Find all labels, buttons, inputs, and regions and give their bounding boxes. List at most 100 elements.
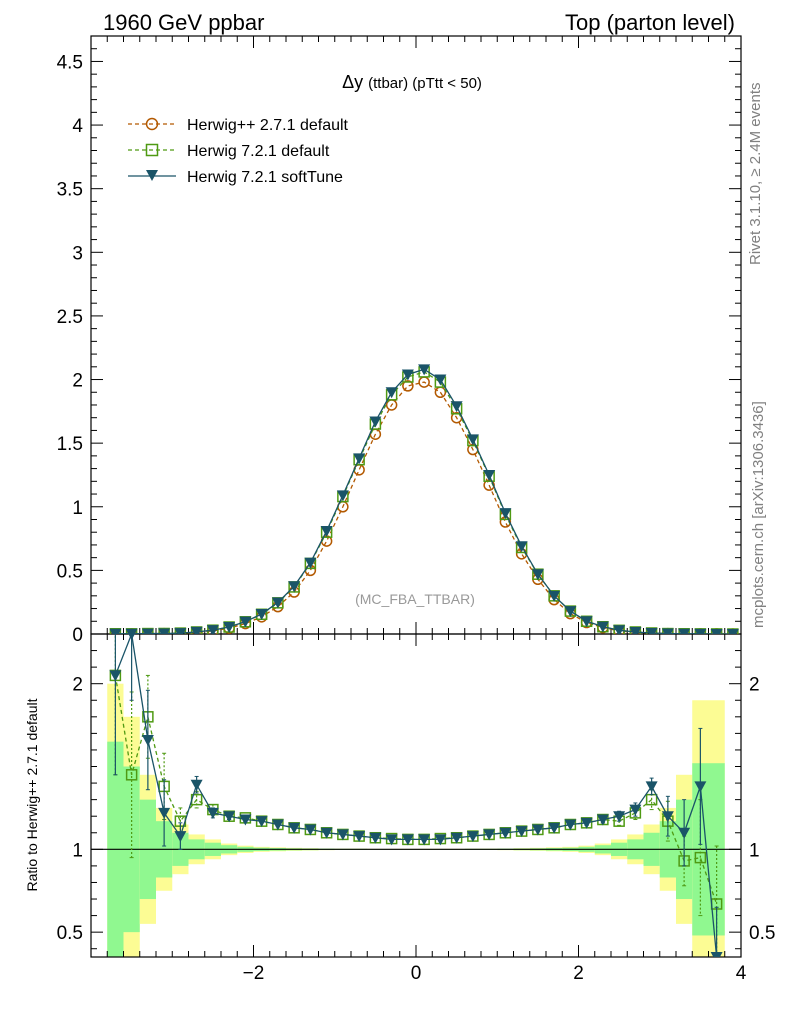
main-point-softtune <box>206 625 219 634</box>
ratio-point-softtune <box>564 819 577 831</box>
ratio-point-softtune <box>353 831 366 843</box>
main-point-softtune <box>271 597 284 609</box>
main-point-softtune <box>223 622 236 634</box>
main-ytick-label: 3 <box>72 243 83 264</box>
main-point-softtune <box>369 416 382 428</box>
ratio-point-softtune <box>320 827 333 839</box>
ratio-point-softtune <box>158 807 171 819</box>
plot-title-rest: (ttbar) (pTtt < 50) <box>368 75 482 92</box>
main-point-softtune <box>531 569 544 581</box>
ratio-point-softtune <box>499 827 512 839</box>
main-point-softtune <box>726 629 739 634</box>
ratio-point-softtune <box>678 827 691 839</box>
main-point-softtune <box>613 625 626 634</box>
ratio-xtick-label: 0 <box>411 963 422 984</box>
ratio-ylabel: Ratio to Herwig++ 2.7.1 default <box>24 698 40 891</box>
ratio-point-softtune <box>434 834 447 846</box>
main-point-softtune <box>239 616 252 628</box>
legend-marker-herwigpp <box>145 117 159 131</box>
legend-entry-herwig721: Herwig 7.2.1 default <box>128 143 330 160</box>
main-point-softtune <box>385 387 398 399</box>
plot-title: Δy (ttbar) (pTtt < 50) <box>342 72 482 92</box>
ratio-xtick-label: 4 <box>736 963 747 984</box>
main-ytick-label: 1.5 <box>57 434 83 455</box>
ratio-point-softtune <box>141 735 154 747</box>
main-line-herwigpp <box>115 381 733 634</box>
ratio-point-softtune <box>190 779 203 791</box>
main-point-softtune <box>499 508 512 520</box>
plot-title-symbol: Δy <box>342 72 363 92</box>
ratio-point-softtune <box>128 634 135 640</box>
ratio-xtick-label: 2 <box>573 963 584 984</box>
ratio-point-softtune <box>629 804 642 816</box>
main-ytick-label: 3.5 <box>57 180 83 201</box>
ratio-point-softtune <box>401 834 414 846</box>
ratio-point-softtune <box>645 781 658 793</box>
ratio-point-herwig721 <box>694 851 707 864</box>
main-point-softtune <box>694 628 707 634</box>
ratio-point-softtune <box>613 811 626 823</box>
main-point-softtune <box>596 621 609 633</box>
legend-marker-softtune <box>146 170 158 181</box>
main-point-softtune <box>304 557 317 569</box>
main-point-softtune <box>401 369 414 381</box>
main-point-softtune <box>678 628 691 634</box>
mcplots-info: mcplots.cern.ch [arXiv:1306.3436] <box>750 401 767 628</box>
main-point-softtune <box>580 616 593 628</box>
ratio-ytick-label-right: 0.5 <box>749 923 775 944</box>
main-point-softtune <box>645 627 658 634</box>
main-point-herwigpp <box>402 380 414 392</box>
ratio-point-softtune <box>174 831 187 843</box>
main-point-softtune <box>710 629 723 634</box>
ratio-point-softtune <box>710 952 723 957</box>
legend-label-herwig721: Herwig 7.2.1 default <box>187 143 330 160</box>
main-point-softtune <box>125 628 138 634</box>
main-point-softtune <box>141 628 154 634</box>
main-point-softtune <box>450 401 463 413</box>
main-ytick-label: 2 <box>72 371 83 392</box>
ratio-point-softtune <box>450 832 463 844</box>
rivet-info: Rivet 3.1.10, ≥ 2.4M events <box>747 83 764 266</box>
main-point-softtune <box>434 374 447 386</box>
ratio-point-softtune <box>239 814 252 826</box>
main-ytick-label: 4 <box>72 116 83 137</box>
ratio-ytick-label: 1 <box>72 840 83 861</box>
ratio-xtick-label: −2 <box>243 963 265 984</box>
main-ytick-label: 1 <box>72 498 83 519</box>
ratio-point-herwig721 <box>125 769 138 781</box>
main-point-softtune <box>174 628 187 634</box>
main-point-softtune <box>190 626 203 634</box>
ratio-point-softtune <box>206 807 219 819</box>
ratio-ytick-label: 0.5 <box>57 923 83 944</box>
ratio-point-softtune <box>288 822 301 834</box>
ratio-ytick-label-right: 2 <box>749 675 760 696</box>
main-ytick-label: 2.5 <box>57 307 83 328</box>
ratio-point-softtune <box>515 826 528 838</box>
header-right: Top (parton level) <box>565 10 735 35</box>
legend-entry-softtune: Herwig 7.2.1 softTune <box>128 169 343 186</box>
ratio-frame <box>90 633 742 958</box>
main-point-softtune <box>109 628 122 634</box>
ratio-ytick-label: 2 <box>72 675 83 696</box>
main-ytick-label: 4.5 <box>57 52 83 73</box>
main-point-softtune <box>353 453 366 465</box>
main-point-softtune <box>629 626 642 634</box>
main-point-softtune <box>288 581 301 593</box>
main-point-softtune <box>661 628 674 634</box>
ratio-ytick-label-right: 1 <box>749 840 760 861</box>
ratio-bands <box>107 683 725 957</box>
main-point-softtune <box>564 606 577 618</box>
legend-label-softtune: Herwig 7.2.1 softTune <box>187 169 343 186</box>
main-point-softtune <box>515 541 528 553</box>
ratio-point-softtune <box>271 819 284 831</box>
ratio-point-softtune <box>596 814 609 826</box>
ratio-point-softtune <box>109 670 122 682</box>
ratio-point-softtune <box>223 811 236 823</box>
ratio-point-softtune <box>466 831 479 843</box>
main-point-softtune <box>483 469 496 481</box>
ratio-point-softtune <box>418 834 431 846</box>
ratio-point-softtune <box>694 781 707 793</box>
legend: Herwig++ 2.7.1 default Herwig 7.2.1 defa… <box>128 117 349 186</box>
ratio-line-softtune <box>114 634 718 957</box>
